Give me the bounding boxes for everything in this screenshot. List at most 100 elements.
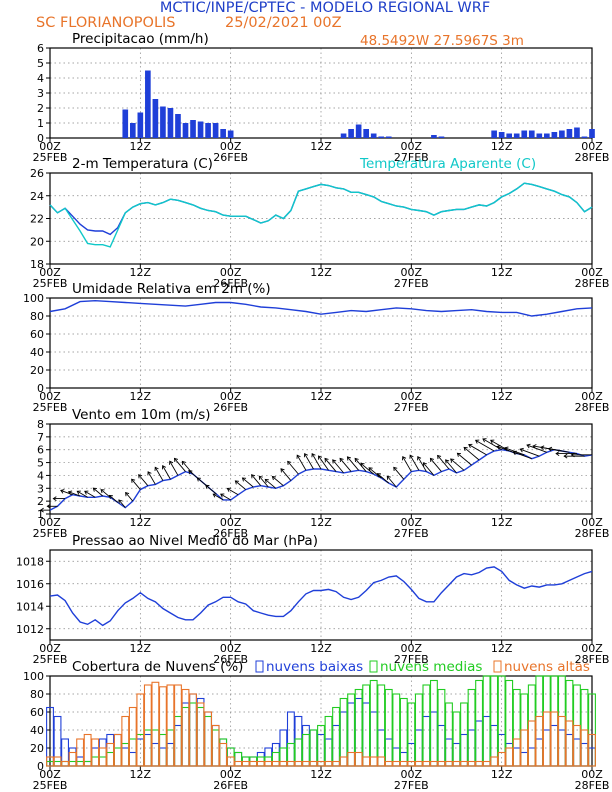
y-tick-label: 1014 bbox=[16, 600, 44, 613]
wind-vector bbox=[347, 456, 359, 471]
cloud-bar bbox=[234, 751, 243, 767]
cloud-bar bbox=[241, 760, 250, 767]
cloud-bar bbox=[128, 751, 137, 767]
wind-vector-head bbox=[526, 443, 531, 449]
cloud-bar bbox=[317, 724, 325, 767]
wind-vector-head bbox=[368, 467, 373, 472]
x-day-label: 28FEB bbox=[575, 653, 610, 666]
cloud-bar bbox=[121, 715, 130, 767]
cloud-bar bbox=[151, 742, 160, 767]
legend-label: nuvens altas bbox=[504, 659, 590, 675]
cloud-bar bbox=[392, 693, 401, 767]
cloud-bar bbox=[279, 760, 288, 767]
x-tick-label: 00Z bbox=[220, 390, 242, 403]
precip-bar bbox=[589, 129, 595, 138]
x-day-label: 27FEB bbox=[394, 779, 429, 792]
cloud-bar bbox=[46, 756, 54, 767]
y-tick-label: 0 bbox=[37, 760, 44, 773]
cloud-bar bbox=[354, 688, 363, 767]
cloud-bar bbox=[136, 693, 145, 767]
x-day-label: 28FEB bbox=[575, 277, 610, 290]
wind-vector bbox=[162, 465, 171, 480]
cloud-bar bbox=[61, 760, 69, 767]
x-day-label: 27FEB bbox=[394, 527, 429, 540]
precip-bar bbox=[122, 109, 129, 138]
wind-vector-head bbox=[547, 446, 553, 452]
cloud-bar bbox=[399, 760, 408, 767]
wind-vector bbox=[84, 490, 96, 498]
wind-vector-head bbox=[437, 454, 442, 460]
cloud-bar bbox=[189, 702, 197, 767]
wind-vector-head bbox=[318, 455, 323, 460]
wind-vector-head bbox=[532, 444, 537, 449]
cloud-bar bbox=[174, 684, 182, 767]
wind-vector-head bbox=[409, 454, 414, 459]
precip-bar bbox=[566, 129, 573, 138]
wind-vector-head bbox=[376, 473, 382, 478]
cloud-bar bbox=[286, 760, 295, 767]
cloud-bar bbox=[332, 724, 340, 767]
cloud-bar bbox=[354, 697, 363, 767]
cloud-bar bbox=[189, 693, 197, 767]
precip-bar bbox=[197, 121, 204, 138]
y-tick-label: 1012 bbox=[16, 623, 44, 636]
wind-vector-head bbox=[540, 445, 545, 451]
x-day-label: 25FEB bbox=[33, 779, 68, 792]
series-line bbox=[49, 566, 593, 627]
x-tick-label: 00Z bbox=[581, 768, 603, 781]
wind-vector bbox=[68, 491, 81, 497]
precip-bar bbox=[536, 133, 543, 138]
cloud-bar bbox=[339, 711, 348, 767]
location-label: SC FLORIANOPOLIS bbox=[36, 15, 176, 31]
cloud-bar bbox=[181, 702, 190, 767]
cloud-bar bbox=[573, 738, 581, 767]
run-datetime: 25/02/2021 00Z bbox=[225, 15, 342, 31]
wind-vector-head bbox=[125, 491, 130, 497]
wind-vector-head bbox=[332, 459, 337, 464]
cloud-bar bbox=[505, 742, 514, 767]
x-tick-label: 00Z bbox=[39, 516, 61, 529]
x-tick-label: 12Z bbox=[491, 266, 513, 279]
cloud-bar bbox=[565, 720, 574, 767]
wind-vector-head bbox=[196, 477, 201, 482]
cloud-bar bbox=[196, 697, 205, 767]
cloud-bar bbox=[271, 751, 280, 767]
wind-vector-head bbox=[563, 453, 568, 459]
cloud-bar bbox=[302, 760, 310, 767]
wind-vector bbox=[100, 489, 111, 498]
x-tick-label: 12Z bbox=[491, 390, 513, 403]
precip-bar bbox=[205, 123, 211, 138]
wind-vector bbox=[417, 456, 427, 472]
x-tick-label: 12Z bbox=[130, 768, 152, 781]
wind-vector-head bbox=[429, 457, 434, 463]
wind-vector bbox=[354, 458, 367, 472]
y-tick-label: 18 bbox=[30, 258, 44, 271]
wind-vector bbox=[181, 461, 194, 475]
cloud-bar bbox=[407, 760, 416, 767]
x-day-label: 28FEB bbox=[575, 151, 610, 164]
wind-vector bbox=[445, 459, 457, 474]
cloud-bar bbox=[174, 715, 182, 767]
cloud-bar bbox=[181, 688, 190, 767]
wind-vector-head bbox=[241, 477, 247, 482]
wind-vector bbox=[513, 451, 532, 460]
cloud-bar bbox=[535, 675, 544, 767]
y-tick-label: 8 bbox=[37, 418, 44, 431]
precip-bar bbox=[551, 132, 558, 138]
y-tick-label: 2 bbox=[37, 102, 44, 115]
cloud-bar bbox=[414, 760, 423, 767]
wind-vector-head bbox=[181, 460, 186, 466]
cloud-bar bbox=[452, 742, 461, 767]
cloud-bar bbox=[377, 756, 386, 767]
cloud-bar bbox=[384, 760, 393, 767]
x-tick-label: 12Z bbox=[491, 516, 513, 529]
wind-vector bbox=[475, 439, 495, 452]
wind-vector bbox=[318, 455, 329, 471]
cloud-bar bbox=[294, 760, 303, 767]
cloud-bar bbox=[542, 675, 551, 767]
wind-vector-head bbox=[52, 496, 57, 501]
wind-vector-head bbox=[39, 507, 44, 513]
cloud-bar bbox=[113, 733, 122, 767]
x-day-label: 28FEB bbox=[575, 779, 610, 792]
